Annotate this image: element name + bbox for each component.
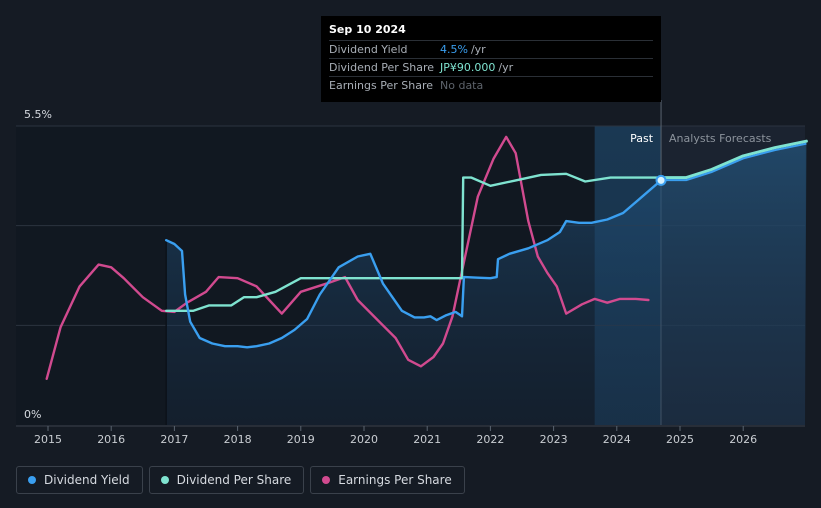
x-tick-label: 2023 <box>540 433 568 446</box>
tooltip-row-earnings-per-share: Earnings Per Share No data <box>329 76 653 94</box>
dividend-yield-area <box>166 180 661 425</box>
tooltip-label: Dividend Yield <box>329 43 408 56</box>
tooltip-value: JP¥90.000 <box>440 61 496 74</box>
dividend-yield-forecast-line <box>661 142 807 182</box>
x-tick-label: 2016 <box>97 433 125 446</box>
x-tick-label: 2019 <box>287 433 315 446</box>
x-tick-label: 2026 <box>729 433 757 446</box>
legend-dot-icon <box>322 476 331 484</box>
hover-marker <box>655 174 667 186</box>
tooltip-row-dividend-yield: Dividend Yield 4.5% /yr <box>329 40 653 58</box>
legend-label: Earnings Per Share <box>338 473 452 487</box>
tooltip-row-dividend-per-share: Dividend Per Share JP¥90.000 /yr <box>329 58 653 76</box>
legend-label: Dividend Yield <box>44 473 130 487</box>
x-tick-label: 2021 <box>413 433 441 446</box>
legend: Dividend Yield Dividend Per Share Earnin… <box>16 466 465 494</box>
tooltip-value: No data <box>440 79 484 92</box>
dividend-per-share-forecast-line <box>659 139 808 180</box>
x-tick-label: 2022 <box>476 433 504 446</box>
x-tick-label: 2015 <box>34 433 62 446</box>
tooltip-unit: /yr <box>470 43 486 56</box>
legend-dot-icon <box>28 476 36 484</box>
x-tick-label: 2025 <box>666 433 694 446</box>
y-tick-label-top: 5.5% <box>24 108 52 121</box>
tooltip-date: Sep 10 2024 <box>329 23 406 36</box>
x-tick-label: 2020 <box>350 433 378 446</box>
tooltip-value: 4.5% <box>440 43 468 56</box>
dividend-per-share-line <box>165 172 663 312</box>
past-label: Past <box>630 132 654 145</box>
tooltip-unit: /yr <box>498 61 514 74</box>
forecast-label: Analysts Forecasts <box>669 132 772 145</box>
x-tick-label: 2017 <box>160 433 188 446</box>
legend-label: Dividend Per Share <box>176 473 292 487</box>
legend-dot-icon <box>160 476 169 484</box>
legend-item-dividend-yield[interactable]: Dividend Yield <box>16 466 143 494</box>
earnings-per-share-line <box>45 135 650 380</box>
x-tick-label: 2024 <box>603 433 631 446</box>
legend-item-dividend-per-share[interactable]: Dividend Per Share <box>148 466 305 494</box>
tooltip: Sep 10 2024 Dividend Yield 4.5% /yr Divi… <box>321 16 661 102</box>
tooltip-label: Dividend Per Share <box>329 61 435 74</box>
dividend-yield-line <box>165 179 663 349</box>
forecast-area <box>661 141 807 425</box>
y-tick-label-bottom: 0% <box>24 408 41 421</box>
tooltip-label: Earnings Per Share <box>329 79 434 92</box>
x-tick-label: 2018 <box>224 433 252 446</box>
legend-item-earnings-per-share[interactable]: Earnings Per Share <box>310 466 465 494</box>
